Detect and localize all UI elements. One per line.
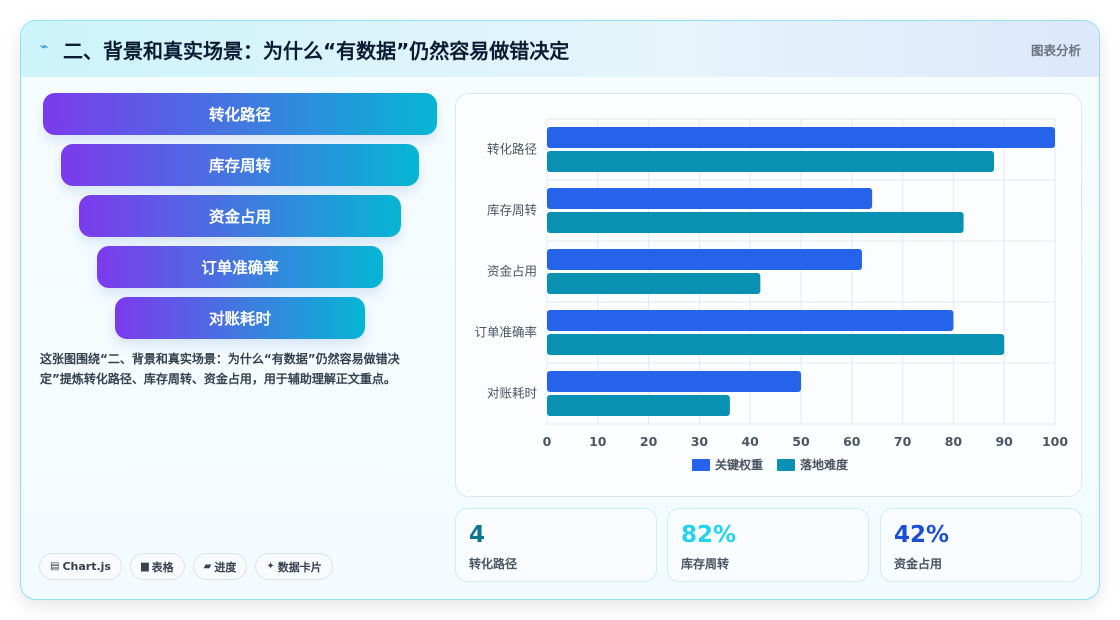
x-tick-label: 0 — [543, 434, 552, 449]
bar-key-weight — [547, 371, 801, 392]
legend-swatch — [692, 459, 710, 471]
bar-difficulty — [547, 334, 1005, 355]
chart-panel: 转化路径库存周转资金占用订单准确率对账耗时 0 10 20 30 40 50 60 70 80 90… — [455, 93, 1082, 497]
funnel-step-5: 对账耗时 — [115, 297, 365, 339]
stat-card-2: 82% 库存周转 — [667, 508, 869, 582]
y-tick-label: 对账耗时 — [487, 386, 538, 401]
bolt-icon: ⌁ — [40, 39, 49, 55]
header-bar: ⌁ 二、背景和真实场景：为什么“有数据”仍然容易做错决定 图表分析 — [21, 21, 1099, 77]
y-tick-label: 转化路径 — [487, 142, 537, 157]
x-tick-label: 70 — [894, 434, 912, 449]
chart-icon: ▤ — [50, 561, 60, 572]
main-card: ⌁ 二、背景和真实场景：为什么“有数据”仍然容易做错决定 图表分析 转化路径 库… — [20, 20, 1100, 600]
chip-progress[interactable]: ▰ 进度 — [192, 553, 248, 580]
x-tick-label: 10 — [589, 434, 607, 449]
y-tick-label: 资金占用 — [487, 264, 537, 279]
stat-card-3: 42% 资金占用 — [880, 508, 1082, 582]
stat-label: 资金占用 — [894, 557, 943, 571]
legend-swatch — [777, 459, 795, 471]
x-tick-label: 100 — [1042, 434, 1068, 449]
chart-description: 这张图围绕“二、背景和真实场景：为什么“有数据”仍然容易做错决定”提炼转化路径、… — [40, 352, 400, 386]
bar-key-weight — [547, 249, 862, 270]
bar-difficulty — [547, 395, 730, 416]
chip-table[interactable]: ▆ 表格 — [129, 553, 185, 580]
legend-label: 落地难度 — [800, 457, 849, 472]
chip-label: 进度 — [214, 560, 237, 574]
chip-chartjs[interactable]: ▤ Chart.js — [39, 553, 122, 580]
funnel-step-4: 订单准确率 — [97, 246, 383, 288]
bar-key-weight — [547, 310, 954, 331]
x-tick-label: 20 — [640, 434, 658, 449]
table-icon: ▆ — [140, 561, 149, 572]
chart-analysis-tag[interactable]: 图表分析 — [1030, 43, 1081, 58]
x-tick-label: 90 — [995, 434, 1013, 449]
bar-difficulty — [547, 151, 995, 172]
page-title: 二、背景和真实场景：为什么“有数据”仍然容易做错决定 — [63, 39, 570, 63]
x-tick-label: 50 — [792, 434, 810, 449]
chip-data-card[interactable]: ✦ 数据卡片 — [255, 553, 333, 580]
chip-label: 数据卡片 — [277, 560, 322, 574]
tool-chips: ▤ Chart.js ▆ 表格 ▰ 进度 ✦ 数据卡片 — [39, 553, 333, 580]
x-tick-label: 80 — [945, 434, 963, 449]
funnel-step-1: 转化路径 — [43, 93, 437, 135]
funnel-step-3: 资金占用 — [79, 195, 401, 237]
legend-label: 关键权重 — [715, 457, 763, 472]
funnel-step-2: 库存周转 — [61, 144, 419, 186]
bar-key-weight — [547, 188, 873, 209]
stat-value: 82% — [681, 522, 737, 548]
chip-label: Chart.js — [62, 560, 111, 573]
y-tick-label: 库存周转 — [487, 203, 537, 218]
x-tick-label: 40 — [741, 434, 759, 449]
stat-value: 42% — [894, 522, 950, 548]
sparkle-icon: ✦ — [266, 561, 275, 572]
stat-label: 库存周转 — [681, 557, 730, 571]
stat-value: 4 — [469, 522, 486, 548]
stat-label: 转化路径 — [469, 557, 518, 571]
bar-difficulty — [547, 273, 761, 294]
y-tick-label: 订单准确率 — [474, 325, 537, 340]
stat-card-1: 4 转化路径 — [455, 508, 657, 582]
bar-difficulty — [547, 212, 964, 233]
progress-icon: ▰ — [203, 561, 212, 572]
x-tick-label: 30 — [691, 434, 709, 449]
chip-label: 表格 — [151, 560, 174, 574]
x-tick-label: 60 — [843, 434, 861, 449]
bar-key-weight — [547, 127, 1055, 148]
